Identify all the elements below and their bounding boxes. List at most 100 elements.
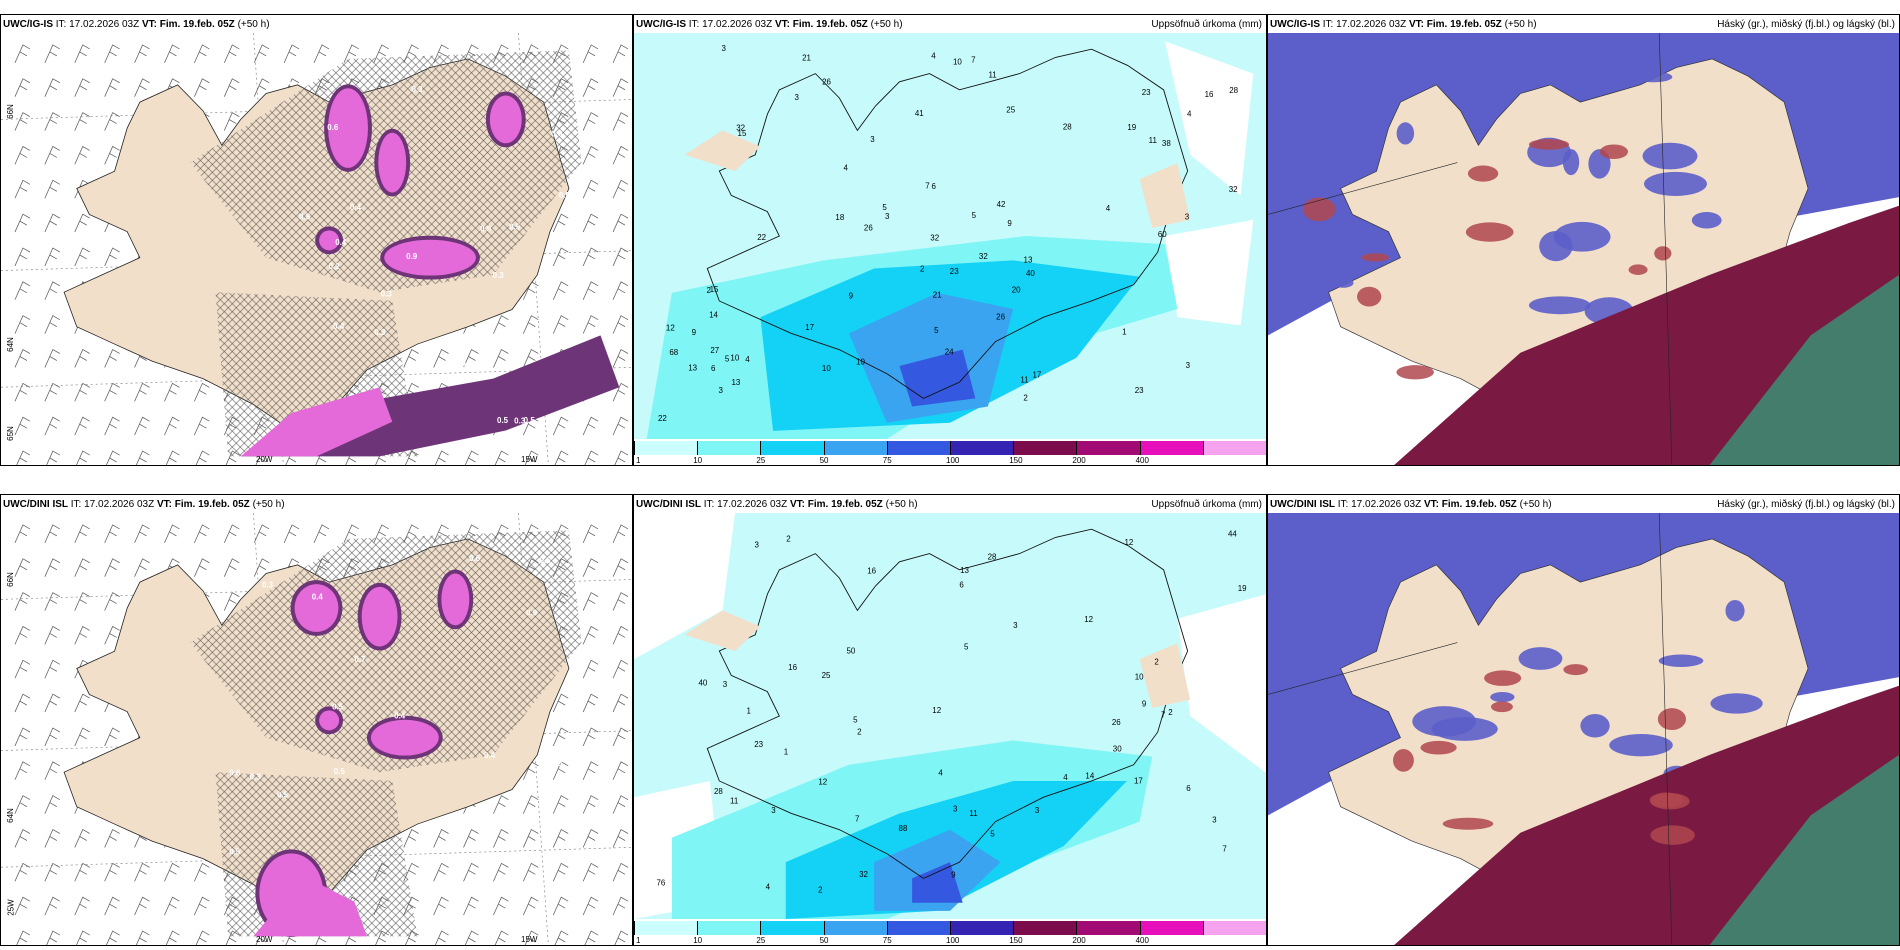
legend-label: 1 [636,456,641,465]
wind-barb [134,382,150,402]
wind-barb [552,761,569,780]
wind-barb [612,659,629,679]
wind-barb [433,862,449,882]
wind-barb [44,896,61,916]
wind-barb [253,524,270,544]
legend-swatch [634,921,698,935]
precip-value: 32 [979,252,988,261]
precip-value: 11 [969,809,978,818]
snow-depth-area [378,132,407,193]
wind-barb [552,795,569,814]
wind-barb [135,450,150,465]
legend-label: 1 [636,936,641,945]
precip-value: 3 [870,135,875,144]
precip-value: 9 [1007,219,1012,228]
precip-value: 11 [730,796,739,805]
legend-label: 25 [756,456,766,465]
wind-barb [493,896,509,916]
precip-value: 4 [766,882,771,891]
precip-value: 17 [805,323,814,332]
snow-value: 0.3 [374,328,386,337]
precip-value: 2 [818,885,823,894]
legend-label: 50 [819,936,829,945]
panel-subtitle: Háský (gr.), miðský (fj.bl.) og lágský (… [1717,499,1895,510]
panel-title: UWC/IG-IS IT: 17.02.2026 03Z VT: Fim. 19… [636,19,903,30]
snow-value: 0.5 [277,791,289,800]
precip-value: 38 [1162,139,1171,148]
wind-barb [552,727,569,747]
precip-value: 23 [950,267,959,276]
panel-snow-row1: UWC/IG-IS IT: 17.02.2026 03Z VT: Fim. 19… [0,14,633,466]
legend-swatch [1013,921,1077,935]
wind-barb [612,348,629,368]
wind-barb [552,213,569,233]
wind-barb [612,382,629,402]
precip-value: 28 [988,552,997,561]
snow-map: 0.4 0.6 0.3 0.5 0.4 0.9 0.5 0.3 0.4 0.6 0.5 0.3 0.7 0… [1,513,632,945]
precip-value: 3 [723,680,728,689]
high-cloud-area [1709,754,1899,945]
precip-value: 28 [1063,123,1072,132]
precip-value: 32 [736,123,745,132]
wind-barb [612,145,629,165]
wind-barb [74,862,90,882]
snow-value: 0.3 [411,85,423,94]
wind-barb [554,450,569,465]
wind-barb [493,862,509,882]
wind-barb [522,828,539,848]
wind-barb [164,382,180,402]
wind-barb [582,828,599,848]
wind-barb [14,761,31,780]
low-cloud-patch [1396,122,1415,145]
wind-barb [373,524,389,544]
wind-barb [44,727,61,747]
precip-value: 9 [951,870,956,879]
legend-label: 10 [693,456,703,465]
wind-barb [552,862,569,882]
wind-barb [44,145,61,165]
precip-value: 9 [1142,700,1147,709]
wind-barb [74,693,90,713]
precip-value: 4 [1187,110,1192,119]
low-cloud-patch [1333,278,1354,288]
snow-value: 0.5 [497,416,509,425]
precip-value: 10 [822,364,831,373]
low-cloud-patch [1503,552,1533,571]
precip-value: 6 [1186,784,1191,793]
wind-barb [582,625,599,645]
precip-value: 10 [856,357,865,366]
wind-barb [44,281,61,300]
land-patch [684,610,761,652]
wind-barb [612,78,629,97]
panel-subtitle: Uppsöfnuð úrkoma (mm) [1151,19,1262,30]
wind-barb [494,930,509,945]
precip-value: 14 [1085,772,1094,781]
mid-cloud-patch [1393,749,1414,772]
mid-cloud-patch [1491,701,1513,713]
wind-barb [14,247,31,267]
wind-barb [14,727,31,747]
wind-barb [14,315,31,334]
wind-barb [463,348,479,368]
wind-barb [104,112,120,131]
snow-value: 0.4 [333,322,345,331]
land-patch [1139,642,1191,708]
snow-value: 0.4 [350,203,362,212]
snow-depth-area [361,586,398,647]
legend-swatch [823,441,887,455]
wind-barb [194,524,210,544]
dry-area [634,513,736,660]
wind-barb [104,727,120,747]
wind-barb [552,247,569,267]
wind-barb [463,862,479,882]
precip-value: 10 [953,58,962,67]
dry-area [1177,594,1266,773]
wind-barb [582,179,599,199]
legend-swatch [950,921,1014,935]
low-cloud-patch [1431,717,1498,741]
precip-value: 30 [1113,745,1122,754]
wind-barb [582,247,599,267]
wind-barb [104,828,120,848]
snow-depth-area [319,230,340,251]
legend-label: 200 [1072,456,1086,465]
